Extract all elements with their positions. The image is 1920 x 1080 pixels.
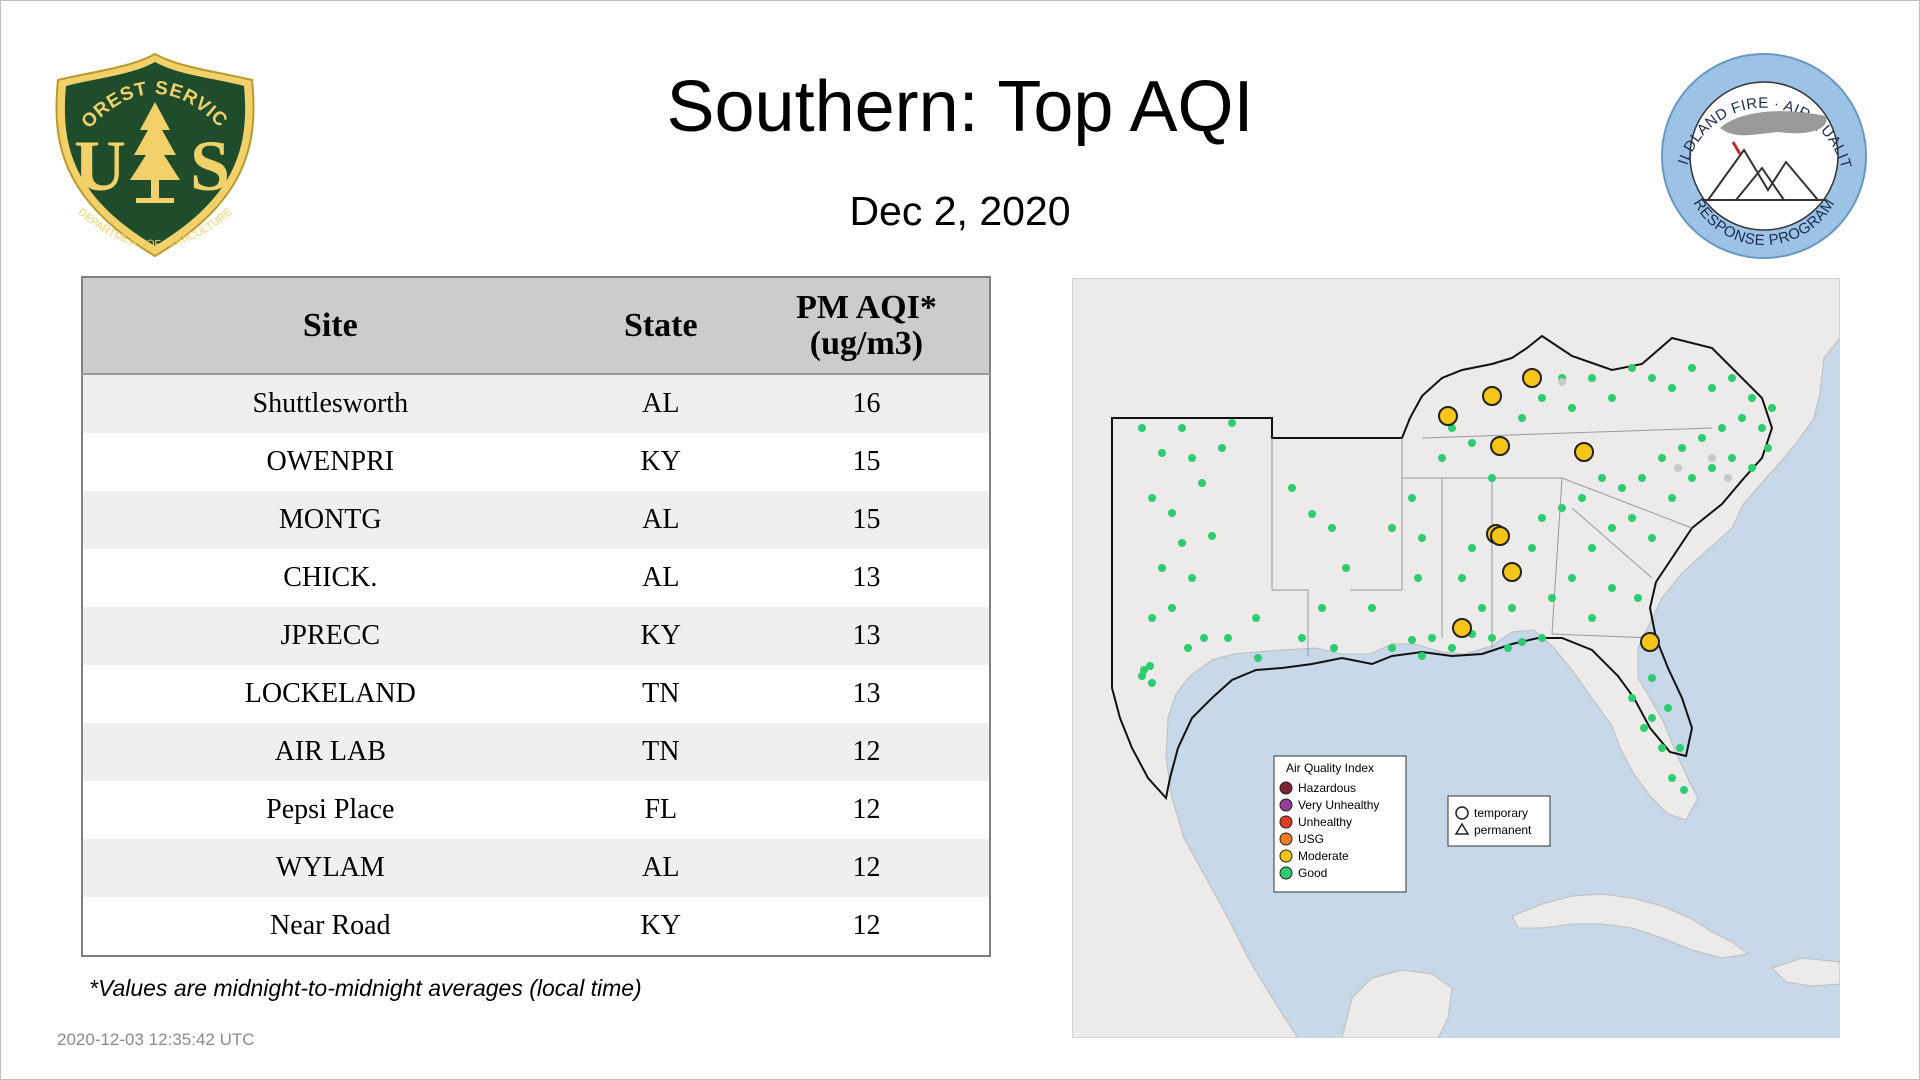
legend-label: Moderate bbox=[1298, 849, 1349, 863]
cell-state: KY bbox=[577, 897, 744, 956]
map-hispaniola bbox=[1771, 957, 1840, 987]
cell-value: 13 bbox=[743, 607, 990, 665]
cell-value: 13 bbox=[743, 549, 990, 607]
permanent-triangle-icon bbox=[1454, 822, 1470, 835]
map-yucatan bbox=[1341, 969, 1453, 1038]
pine-tree-icon bbox=[130, 102, 180, 203]
cell-site: WYLAM bbox=[82, 839, 578, 897]
header-site: Site bbox=[82, 277, 578, 375]
legend-swatch-moderate bbox=[1279, 849, 1293, 863]
cell-site: Pepsi Place bbox=[82, 781, 578, 839]
header-pm-line2: (ug/m3) bbox=[809, 324, 924, 362]
site-type-legend: temporary permanent bbox=[1447, 795, 1551, 847]
header-pm-line1: PM AQI* bbox=[796, 288, 937, 326]
cell-value: 13 bbox=[743, 665, 990, 723]
cell-value: 15 bbox=[743, 433, 990, 491]
table-header-row: Site State PM AQI* (ug/m3) bbox=[82, 277, 990, 375]
legend-label: USG bbox=[1298, 832, 1324, 846]
mountains-icon bbox=[1702, 148, 1826, 201]
legend-label: Good bbox=[1298, 866, 1327, 880]
legend-swatch-good bbox=[1279, 866, 1293, 880]
report-date: Dec 2, 2020 bbox=[849, 188, 1071, 234]
cell-state: TN bbox=[577, 665, 744, 723]
timestamp: 2020-12-03 12:35:42 UTC bbox=[57, 1030, 255, 1049]
fs-letter-u: U bbox=[74, 126, 126, 206]
flame-marker-icon bbox=[1731, 141, 1742, 155]
footnote: *Values are midnight-to-midnight average… bbox=[89, 975, 642, 1001]
no-data-site-markers bbox=[1558, 378, 1732, 482]
header-state: State bbox=[577, 277, 744, 375]
cell-state: AL bbox=[577, 839, 744, 897]
region-outline bbox=[1111, 334, 1774, 801]
moderate-site-markers bbox=[1438, 368, 1660, 652]
legend-label: Hazardous bbox=[1298, 781, 1356, 795]
legend-swatch-hazardous bbox=[1279, 781, 1293, 795]
table-row: Shuttlesworth AL 16 bbox=[82, 374, 990, 433]
legend-temporary: temporary bbox=[1474, 806, 1528, 820]
cell-state: KY bbox=[577, 607, 744, 665]
cell-state: KY bbox=[577, 433, 744, 491]
header-pm-aqi: PM AQI* (ug/m3) bbox=[743, 277, 990, 375]
aqi-map: Air Quality Index Hazardous Very Unhealt… bbox=[1072, 278, 1840, 1038]
cell-site: Shuttlesworth bbox=[82, 374, 578, 433]
legend-label: Very Unhealthy bbox=[1298, 798, 1379, 812]
cell-site: JPRECC bbox=[82, 607, 578, 665]
cell-value: 12 bbox=[743, 781, 990, 839]
table-row: MONTG AL 15 bbox=[82, 491, 990, 549]
cell-site: AIR LAB bbox=[82, 723, 578, 781]
page-title: Southern: Top AQI bbox=[666, 67, 1254, 147]
cell-state: FL bbox=[577, 781, 744, 839]
smoke-icon bbox=[1720, 111, 1827, 136]
legend-swatch-usg bbox=[1279, 832, 1293, 846]
cell-value: 12 bbox=[743, 897, 990, 956]
cell-site: OWENPRI bbox=[82, 433, 578, 491]
cell-value: 12 bbox=[743, 723, 990, 781]
aqi-table: Site State PM AQI* (ug/m3) Shuttlesworth… bbox=[81, 276, 991, 957]
cell-site: CHICK. bbox=[82, 549, 578, 607]
table-row: Near Road KY 12 bbox=[82, 897, 990, 956]
legend-title: Air Quality Index bbox=[1286, 761, 1374, 775]
cell-state: AL bbox=[577, 374, 744, 433]
table-row: JPRECC KY 13 bbox=[82, 607, 990, 665]
table-row: OWENPRI KY 15 bbox=[82, 433, 990, 491]
cell-site: MONTG bbox=[82, 491, 578, 549]
cell-value: 12 bbox=[743, 839, 990, 897]
cell-state: AL bbox=[577, 491, 744, 549]
aqi-legend: Air Quality Index Hazardous Very Unhealt… bbox=[1273, 755, 1407, 893]
cell-state: TN bbox=[577, 723, 744, 781]
table-row: LOCKELAND TN 13 bbox=[82, 665, 990, 723]
legend-label: Unhealthy bbox=[1298, 815, 1352, 829]
map-land bbox=[1072, 278, 1840, 1038]
forest-service-logo: FOREST SERVICE U S DEPARTMENT OF AGRICUL… bbox=[43, 34, 260, 260]
cell-value: 16 bbox=[743, 374, 990, 433]
map-cuba bbox=[1511, 893, 1750, 959]
legend-swatch-unhealthy bbox=[1279, 815, 1293, 829]
table-row: CHICK. AL 13 bbox=[82, 549, 990, 607]
fs-letter-s: S bbox=[190, 126, 230, 206]
wildland-fire-logo: WILDLAND FIRE · AIR QUALITY RESPONSE PRO… bbox=[1651, 37, 1870, 262]
cell-value: 15 bbox=[743, 491, 990, 549]
table-row: Pepsi Place FL 12 bbox=[82, 781, 990, 839]
legend-swatch-very-unhealthy bbox=[1279, 798, 1293, 812]
cell-site: LOCKELAND bbox=[82, 665, 578, 723]
table-row: WYLAM AL 12 bbox=[82, 839, 990, 897]
table-row: AIR LAB TN 12 bbox=[82, 723, 990, 781]
legend-permanent: permanent bbox=[1474, 823, 1532, 837]
cell-state: AL bbox=[577, 549, 744, 607]
state-lines bbox=[1271, 427, 1713, 656]
good-site-markers bbox=[1138, 364, 1776, 794]
cell-site: Near Road bbox=[82, 897, 578, 956]
temporary-circle-icon bbox=[1455, 806, 1469, 820]
